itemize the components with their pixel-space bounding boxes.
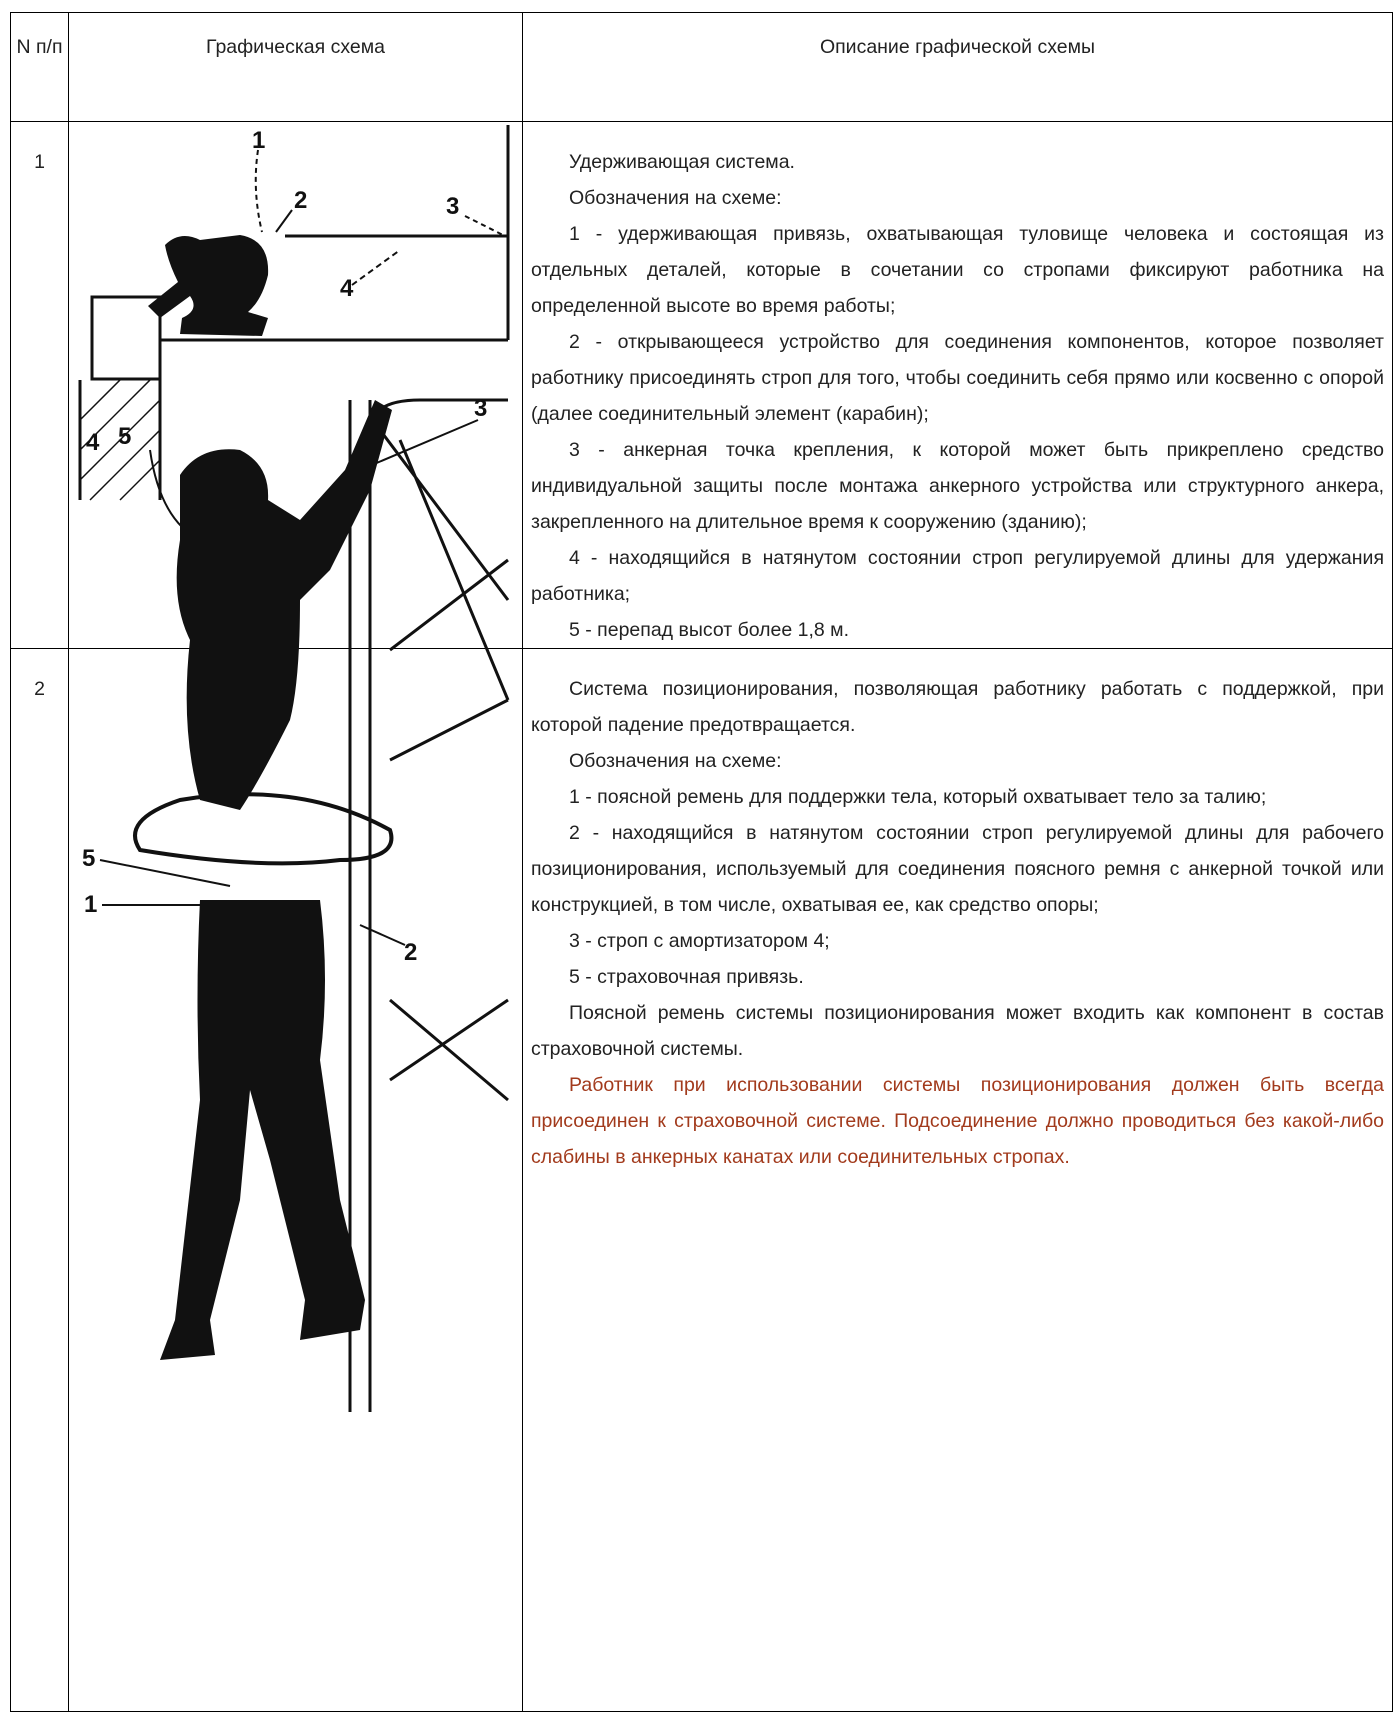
description-paragraph: 4 - находящийся в натянутом состоянии ст… xyxy=(531,547,1384,605)
row-number: 2 xyxy=(10,648,69,1712)
page: {"table": { "header": ["N п/п", "Графиче… xyxy=(10,12,1393,1712)
header-cell: Графическая схема xyxy=(68,12,523,122)
description-paragraph: 1 - удерживающая привязь, охватывающая т… xyxy=(531,223,1384,317)
row-number: 1 xyxy=(10,121,69,649)
description-paragraph: Обозначения на схеме: xyxy=(569,750,782,772)
description-cell: Система позиционирования, позволяющая ра… xyxy=(522,648,1393,1712)
description-paragraph: Обозначения на схеме: xyxy=(569,187,782,209)
description-paragraph: Удерживающая система. xyxy=(569,151,795,173)
description-cell: Удерживающая система. Обозначения на схем… xyxy=(522,121,1393,649)
description-paragraph: 5 - страховочная привязь. xyxy=(569,966,804,988)
schemes-table: N п/п Графическая схема Описание графиче… xyxy=(10,12,1393,1712)
note-paragraph: Работник при использовании системы позиц… xyxy=(531,1074,1384,1168)
description-paragraph: 5 - перепад высот более 1,8 м. xyxy=(569,619,849,641)
description-paragraph: 2 - находящийся в натянутом состоянии ст… xyxy=(531,822,1384,916)
header-row: N п/п Графическая схема Описание графиче… xyxy=(10,12,1393,122)
description-paragraph: 3 - анкерная точка крепления, к которой … xyxy=(531,439,1384,533)
header-cell: Описание графической схемы xyxy=(522,12,1393,122)
description-paragraph: Поясной ремень системы позиционирования … xyxy=(531,1002,1384,1060)
description-paragraph: 3 - строп с амортизатором 4; xyxy=(569,930,830,952)
table-row: 1 Удерживающая система. Обозначения на сх… xyxy=(10,121,1393,649)
description-paragraph: 2 - открывающееся устройство для соедине… xyxy=(531,331,1384,425)
description-paragraph: 1 - поясной ремень для поддержки тела, к… xyxy=(569,786,1267,808)
description-paragraph: Система позиционирования, позволяющая ра… xyxy=(531,678,1384,736)
table-row: 2 Система позиционирования, позволяющая … xyxy=(10,648,1393,1712)
header-cell: N п/п xyxy=(10,12,69,122)
figure-cell xyxy=(68,121,523,649)
figure-cell xyxy=(68,648,523,1712)
